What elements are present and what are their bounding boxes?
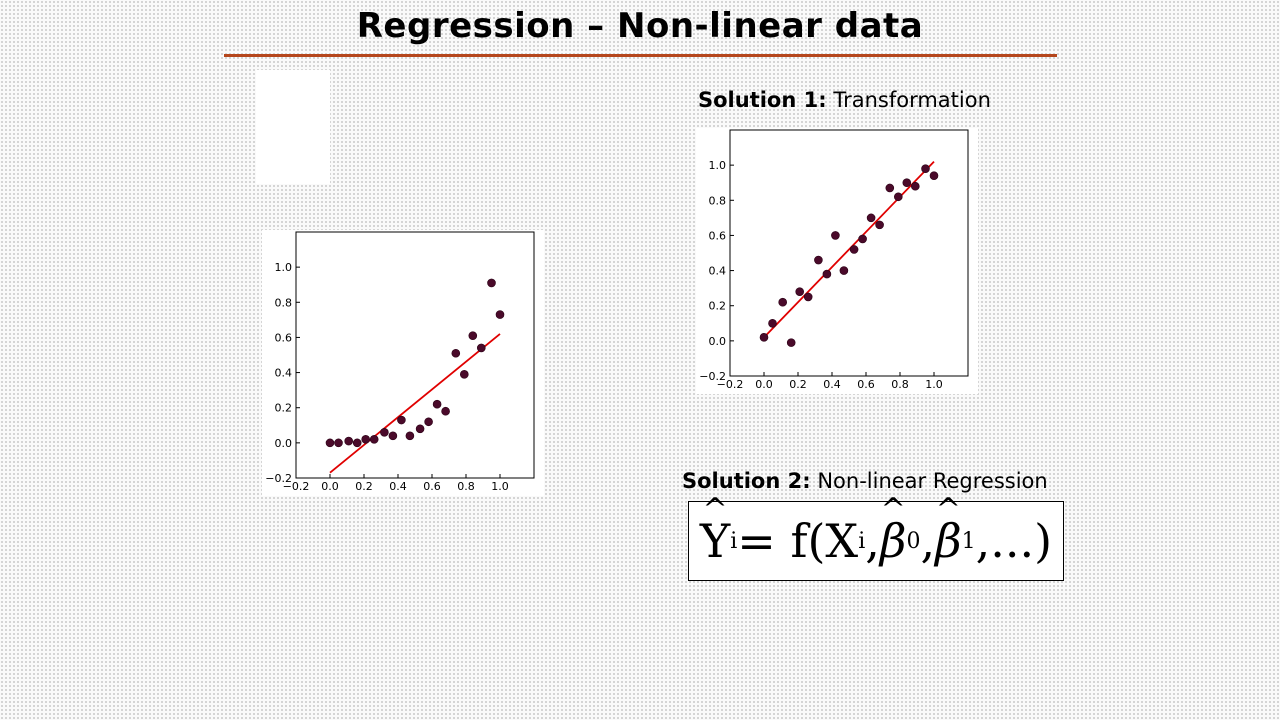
data-point bbox=[388, 431, 398, 441]
chart-original-data: −0.2 0.0 0.2 0.4 0.6 0.8 1.0 −0.2 0.0 0.2 0.4 0.6 0.… bbox=[262, 230, 544, 496]
y-tick-label: 1.0 bbox=[709, 159, 727, 172]
data-point bbox=[911, 181, 920, 191]
y-tick-label: 0.8 bbox=[709, 194, 727, 207]
x-tick-label: 1.0 bbox=[925, 378, 943, 391]
solution2-label: Solution 2: bbox=[682, 469, 811, 493]
nonlinear-regression-formula: Yi = f(Xi, β0, β1,...) bbox=[688, 501, 1064, 581]
y-tick-label: 0.4 bbox=[709, 265, 727, 278]
y-hat: Y bbox=[700, 514, 730, 568]
data-point bbox=[814, 255, 823, 265]
data-point bbox=[795, 287, 804, 296]
data-point bbox=[477, 343, 486, 353]
data-point bbox=[380, 428, 389, 437]
data-point bbox=[839, 266, 849, 275]
scatter-plot-nonlinear: −0.2 0.0 0.2 0.4 0.6 0.8 1.0 −0.2 0.0 0.2 0.4 0.6 0.… bbox=[265, 231, 535, 493]
data-point bbox=[451, 348, 461, 358]
data-point bbox=[875, 220, 884, 230]
data-point bbox=[415, 424, 425, 434]
blank-image-placeholder bbox=[256, 70, 330, 184]
data-point bbox=[929, 171, 939, 180]
data-point bbox=[759, 333, 769, 342]
data-point bbox=[858, 234, 867, 244]
plot-frame bbox=[295, 231, 535, 479]
x-tick-label: 0.2 bbox=[355, 480, 373, 493]
data-point bbox=[866, 213, 876, 223]
x-tick-label: −0.2 bbox=[717, 378, 744, 391]
data-point bbox=[397, 415, 406, 425]
y-tick-label: −0.2 bbox=[265, 472, 292, 485]
y-tick-label: 0.0 bbox=[709, 335, 727, 348]
data-point bbox=[405, 431, 415, 441]
x-tick-label: 0.6 bbox=[423, 480, 441, 493]
y-tick-label: −0.2 bbox=[699, 370, 726, 383]
x-tick-label: 1.0 bbox=[491, 480, 509, 493]
x-tick-label: 0.0 bbox=[321, 480, 339, 493]
data-point bbox=[831, 231, 840, 240]
solution1-text: Transformation bbox=[833, 88, 991, 112]
data-point bbox=[334, 438, 343, 448]
data-point bbox=[885, 183, 895, 193]
equals-f: = f(X bbox=[737, 514, 859, 568]
data-point bbox=[495, 310, 505, 319]
data-point bbox=[344, 436, 353, 446]
x-tick-label: 0.8 bbox=[891, 378, 909, 391]
data-point bbox=[849, 245, 859, 254]
solution1-label: Solution 1: bbox=[698, 88, 827, 112]
data-point bbox=[803, 292, 813, 302]
y-tick-label: 0.6 bbox=[275, 331, 293, 344]
y-tick-label: 0.2 bbox=[709, 300, 727, 313]
y-tick-label: 0.4 bbox=[275, 367, 293, 380]
slide-title: Regression – Non-linear data bbox=[356, 6, 924, 46]
title-underline bbox=[224, 54, 1057, 57]
separator-2: , bbox=[920, 514, 936, 568]
regression-fit-line bbox=[763, 161, 935, 338]
chart-transformed-data: −0.2 0.0 0.2 0.4 0.6 0.8 1.0 −0.2 0.0 0.2 0.4 0.6 0.… bbox=[696, 128, 978, 394]
data-point bbox=[460, 370, 469, 379]
x-tick-label: 0.4 bbox=[389, 480, 407, 493]
data-point bbox=[468, 331, 478, 340]
data-point bbox=[921, 164, 930, 173]
x-tick-label: 0.6 bbox=[857, 378, 875, 391]
data-point bbox=[424, 417, 433, 427]
y-tick-label: 0.2 bbox=[275, 402, 293, 415]
beta1-subscript: 1 bbox=[961, 528, 976, 554]
separator-1: , bbox=[865, 514, 880, 568]
data-point bbox=[441, 406, 450, 416]
x-tick-label: 0.2 bbox=[789, 378, 807, 391]
data-point bbox=[487, 278, 496, 288]
x-tick-label: −0.2 bbox=[283, 480, 310, 493]
data-point bbox=[894, 192, 903, 202]
beta1-hat: β bbox=[935, 514, 962, 568]
solution1-heading: Solution 1: Transformation bbox=[698, 88, 991, 112]
data-point bbox=[768, 318, 777, 328]
y-tick-label: 0.6 bbox=[709, 229, 727, 242]
regression-fit-line bbox=[329, 333, 501, 474]
y-tick-label: 0.0 bbox=[275, 437, 293, 450]
data-point bbox=[786, 338, 796, 347]
y-tick-label: 0.8 bbox=[275, 296, 293, 309]
data-point bbox=[432, 399, 442, 409]
x-tick-label: 0.8 bbox=[457, 480, 475, 493]
data-point bbox=[822, 269, 832, 279]
solution2-heading: Solution 2: Non-linear Regression bbox=[682, 469, 1048, 493]
data-point bbox=[369, 435, 379, 444]
x-subscript: i bbox=[858, 528, 866, 554]
formula-tail: ,...) bbox=[975, 514, 1053, 568]
solution2-text: Non-linear Regression bbox=[817, 469, 1048, 493]
x-tick-label: 0.4 bbox=[823, 378, 841, 391]
beta0-hat: β bbox=[880, 514, 907, 568]
beta0-subscript: 0 bbox=[906, 528, 921, 554]
scatter-plot-transformed: −0.2 0.0 0.2 0.4 0.6 0.8 1.0 −0.2 0.0 0.2 0.4 0.6 0.… bbox=[699, 129, 969, 391]
y-subscript: i bbox=[730, 528, 738, 554]
data-point bbox=[352, 438, 362, 448]
data-point bbox=[325, 438, 335, 448]
y-tick-label: 1.0 bbox=[275, 261, 293, 274]
data-point bbox=[902, 178, 912, 188]
data-point bbox=[361, 435, 370, 444]
data-point bbox=[778, 297, 787, 307]
x-tick-label: 0.0 bbox=[755, 378, 773, 391]
